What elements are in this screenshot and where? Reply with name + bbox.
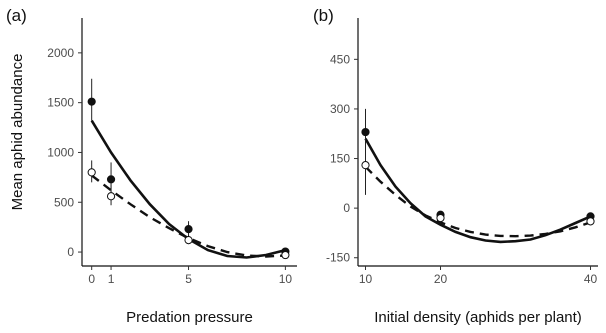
panel-label: (b) [313,6,334,25]
fit-curve-dashed [90,174,286,258]
data-point-open [361,161,370,170]
data-point-open [184,236,193,245]
y-axis-title: Mean aphid abundance [9,54,26,211]
series-open [87,160,290,260]
data-point-filled [184,225,193,234]
fit-curve-solid [364,138,592,244]
y-tick-label: 2000 [47,46,74,60]
x-tick-label: 5 [185,272,192,286]
y-tick-label: -150 [326,251,350,265]
data-point-open [281,250,290,260]
x-axis-title: Initial density (aphids per plant) [374,309,582,326]
y-tick-label: 150 [330,152,350,166]
series-open [361,142,595,238]
x-tick-label: 20 [434,272,448,286]
y-tick-label: 0 [343,201,350,215]
x-tick-label: 1 [108,272,115,286]
panel-b: (b) -150 0 150 300 450 10 20 40 Initial density (… [313,6,598,326]
y-tick-label: 450 [330,52,350,66]
data-point-open [436,213,445,223]
panel-label: (a) [6,6,27,25]
y-tick-label: 300 [330,102,350,116]
y-tick-label: 500 [54,195,74,209]
x-axis-title: Predation pressure [126,309,253,326]
data-point-open [106,192,116,201]
y-tick-label: 1000 [47,145,74,159]
data-point-filled [87,97,96,106]
series-filled [361,108,595,244]
x-tick-label: 0 [88,272,95,286]
y-tick-label: 0 [67,245,74,259]
data-point-filled [106,175,116,184]
fit-curve-dashed [364,165,591,238]
data-point-open [87,168,96,177]
series-filled [87,78,290,259]
x-tick-label: 40 [584,272,598,286]
x-tick-label: 10 [279,272,293,286]
y-tick-label: 1500 [47,96,74,110]
x-tick-label: 10 [359,272,373,286]
data-point-filled [361,127,370,137]
data-point-open [586,217,595,226]
